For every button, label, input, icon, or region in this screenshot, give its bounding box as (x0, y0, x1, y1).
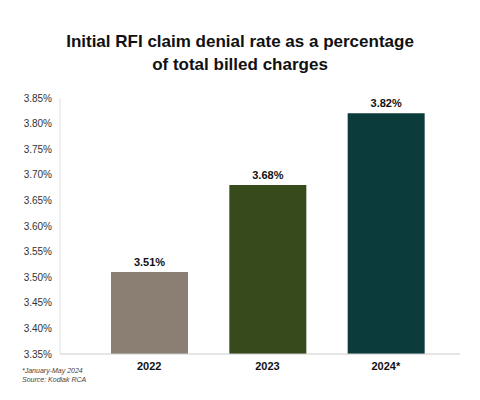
html-text:Initial RFI claim denial rate: Initial RFI claim denial rate as a perce… (66, 32, 414, 74)
svg-text:2023: 2023 (255, 360, 279, 372)
svg-text:3.75%: 3.75% (24, 144, 52, 155)
html-text:Source: Kodiak RCA: Source: Kodiak RCA (22, 376, 87, 383)
svg-text:3.82%: 3.82% (371, 97, 402, 109)
svg-text:3.51%: 3.51% (134, 256, 165, 268)
svg-text:2024*: 2024* (371, 360, 400, 372)
svg-text:2022: 2022 (137, 360, 161, 372)
html-text:*January-May 2024: *January-May 2024 (22, 367, 83, 374)
svg-text:3.35%: 3.35% (24, 349, 52, 360)
svg-text:3.65%: 3.65% (24, 195, 52, 206)
svg-text:3.60%: 3.60% (24, 221, 52, 232)
svg-text:3.50%: 3.50% (24, 272, 52, 283)
svg-text:3.40%: 3.40% (24, 323, 52, 334)
svg-text:3.55%: 3.55% (24, 246, 52, 257)
svg-text:3.45%: 3.45% (24, 297, 52, 308)
svg-text:3.68%: 3.68% (252, 169, 283, 181)
svg-text:3.70%: 3.70% (24, 169, 52, 180)
svg-text:3.85%: 3.85% (24, 93, 52, 104)
svg-text:3.80%: 3.80% (24, 118, 52, 129)
